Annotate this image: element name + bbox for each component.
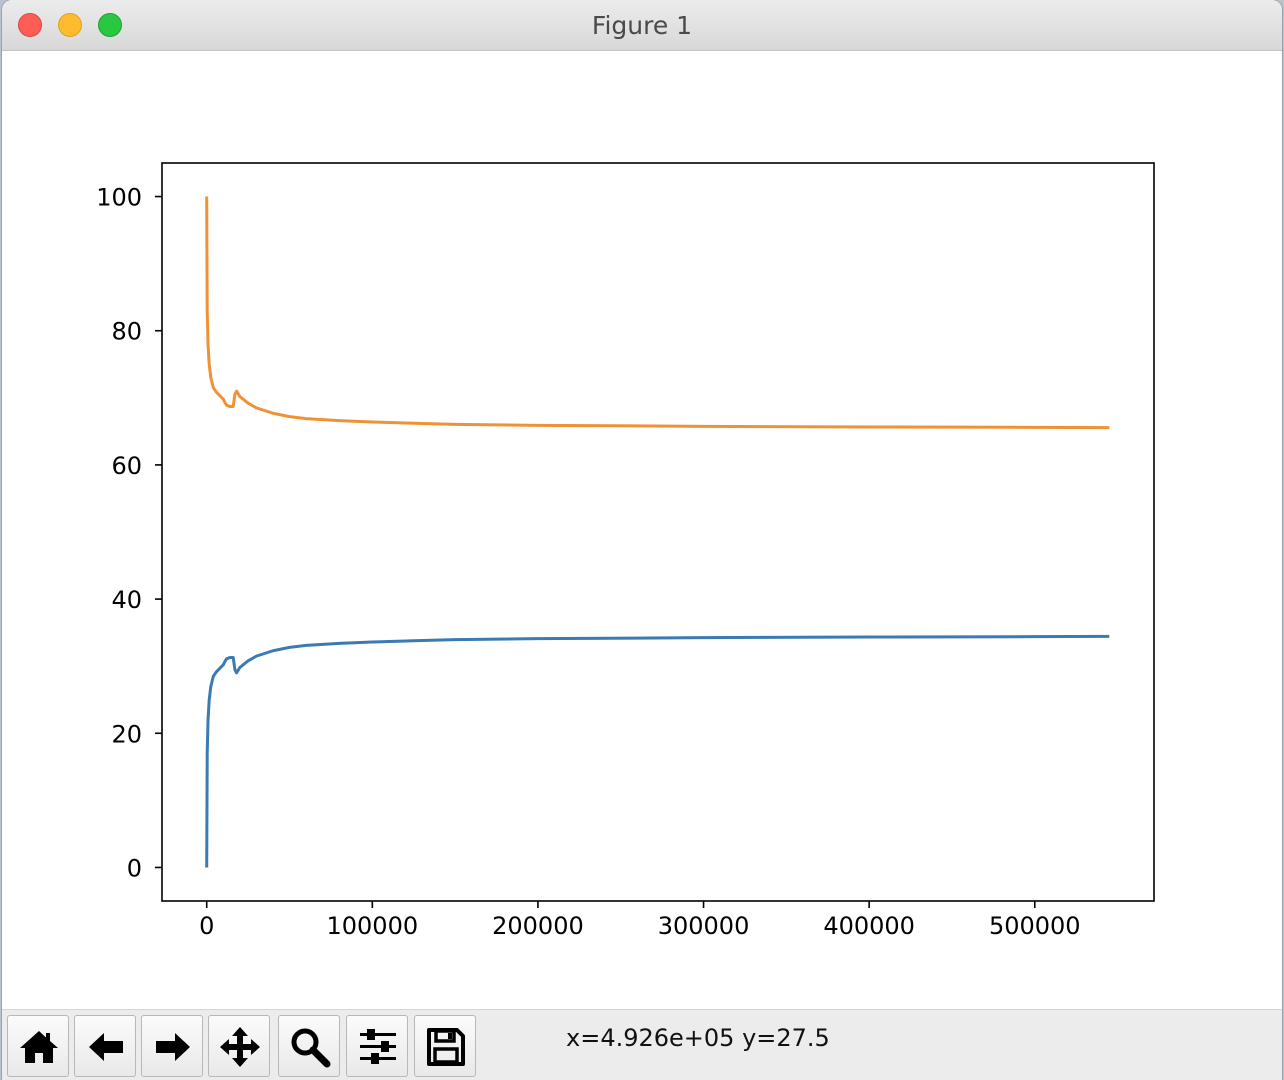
y-tick-label: 60 (111, 452, 142, 480)
x-tick-label: 300000 (658, 912, 750, 940)
x-tick-label: 200000 (492, 912, 584, 940)
y-tick-label: 20 (111, 720, 142, 748)
save-button[interactable] (414, 1015, 476, 1077)
x-tick-label: 100000 (327, 912, 419, 940)
x-tick-label: 400000 (823, 912, 915, 940)
cursor-coordinates: x=4.926e+05 y=27.5 (566, 1024, 830, 1052)
sliders-icon (360, 1029, 396, 1064)
magnifier-icon (291, 1028, 331, 1068)
home-icon (20, 1031, 58, 1063)
y-tick-label: 0 (127, 854, 142, 882)
zoom-window-button[interactable] (98, 13, 122, 37)
forward-button[interactable] (141, 1015, 203, 1077)
series-layer (205, 196, 1110, 868)
figure-canvas[interactable]: 0 100000 200000 300000 400000 500000 0 20 40 60 8… (2, 51, 1282, 1009)
move-icon (220, 1027, 260, 1067)
title-bar: Figure 1 (2, 0, 1282, 51)
series-line-2 (205, 196, 1110, 430)
close-window-button[interactable] (18, 13, 42, 37)
y-tick-label: 80 (111, 318, 142, 346)
zoom-button[interactable] (278, 1015, 340, 1077)
y-tick-label: 100 (96, 184, 142, 212)
configure-subplots-button[interactable] (346, 1015, 408, 1077)
series-line-1 (205, 634, 1110, 868)
x-axis: 0 100000 200000 300000 400000 500000 (199, 901, 1081, 940)
minimize-window-button[interactable] (58, 13, 82, 37)
line-chart: 0 100000 200000 300000 400000 500000 0 20 40 60 8… (96, 162, 1155, 940)
y-axis: 0 20 40 60 80 100 (96, 184, 162, 882)
x-tick-label: 500000 (989, 912, 1081, 940)
plot-frame (161, 162, 1155, 902)
back-button[interactable] (74, 1015, 136, 1077)
floppy-disk-icon (427, 1028, 465, 1066)
navigation-toolbar (2, 1009, 1282, 1080)
home-button[interactable] (7, 1015, 69, 1077)
pan-button[interactable] (208, 1015, 270, 1077)
arrow-right-icon (156, 1033, 190, 1061)
arrow-left-icon (89, 1033, 123, 1061)
window-title: Figure 1 (591, 11, 693, 40)
x-tick-label: 0 (199, 912, 214, 940)
y-tick-label: 40 (111, 586, 142, 614)
